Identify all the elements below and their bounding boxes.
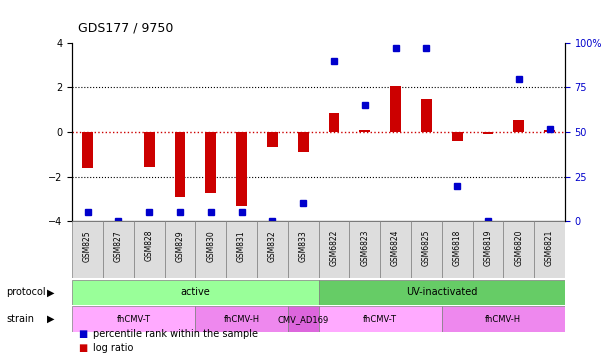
FancyBboxPatch shape	[72, 280, 319, 305]
Text: ▶: ▶	[47, 287, 54, 297]
Bar	[359, 130, 370, 132]
Bar	[267, 132, 278, 147]
Text: GDS177 / 9750: GDS177 / 9750	[78, 21, 174, 34]
FancyBboxPatch shape	[165, 221, 195, 278]
FancyBboxPatch shape	[226, 221, 257, 278]
Text: GSM6821: GSM6821	[545, 230, 554, 266]
Text: GSM6818: GSM6818	[453, 230, 462, 266]
FancyBboxPatch shape	[195, 306, 288, 332]
Text: UV-inactivated: UV-inactivated	[406, 287, 477, 297]
Text: fhCMV-H: fhCMV-H	[224, 315, 260, 324]
Text: strain: strain	[6, 314, 34, 324]
Bar	[513, 120, 524, 132]
Text: GSM827: GSM827	[114, 230, 123, 262]
Text: ■: ■	[78, 329, 87, 339]
Text: GSM6819: GSM6819	[483, 230, 492, 266]
Text: percentile rank within the sample: percentile rank within the sample	[93, 329, 258, 339]
Text: log ratio: log ratio	[93, 343, 133, 353]
Bar	[236, 132, 247, 206]
Bar	[174, 132, 185, 197]
Text: GSM832: GSM832	[268, 230, 277, 262]
Text: active: active	[180, 287, 210, 297]
Text: GSM831: GSM831	[237, 230, 246, 262]
Text: GSM6820: GSM6820	[514, 230, 523, 266]
Text: CMV_AD169: CMV_AD169	[278, 315, 329, 324]
Bar	[329, 113, 340, 132]
FancyBboxPatch shape	[72, 306, 195, 332]
Text: fhCMV-T: fhCMV-T	[363, 315, 397, 324]
FancyBboxPatch shape	[472, 221, 503, 278]
Text: GSM833: GSM833	[299, 230, 308, 262]
FancyBboxPatch shape	[503, 221, 534, 278]
Bar	[82, 132, 93, 168]
Text: fhCMV-T: fhCMV-T	[117, 315, 151, 324]
Bar	[390, 86, 401, 132]
FancyBboxPatch shape	[319, 306, 442, 332]
Bar	[206, 132, 216, 193]
Text: GSM6824: GSM6824	[391, 230, 400, 266]
Text: GSM825: GSM825	[83, 230, 92, 262]
Text: ▶: ▶	[47, 314, 54, 324]
FancyBboxPatch shape	[288, 306, 319, 332]
FancyBboxPatch shape	[133, 221, 165, 278]
Bar	[421, 99, 432, 132]
FancyBboxPatch shape	[288, 221, 319, 278]
FancyBboxPatch shape	[534, 221, 565, 278]
Text: GSM6822: GSM6822	[329, 230, 338, 266]
Text: GSM829: GSM829	[175, 230, 185, 262]
Bar	[297, 132, 308, 152]
Text: protocol: protocol	[6, 287, 46, 297]
FancyBboxPatch shape	[442, 306, 565, 332]
Text: GSM830: GSM830	[206, 230, 215, 262]
Text: fhCMV-H: fhCMV-H	[485, 315, 522, 324]
Text: ■: ■	[78, 343, 87, 353]
FancyBboxPatch shape	[103, 221, 133, 278]
FancyBboxPatch shape	[442, 221, 472, 278]
Bar	[544, 130, 555, 132]
Bar	[144, 132, 154, 167]
Text: GSM6825: GSM6825	[422, 230, 431, 266]
Text: GSM6823: GSM6823	[360, 230, 369, 266]
FancyBboxPatch shape	[257, 221, 288, 278]
Bar	[483, 132, 493, 134]
FancyBboxPatch shape	[195, 221, 226, 278]
FancyBboxPatch shape	[349, 221, 380, 278]
FancyBboxPatch shape	[319, 221, 349, 278]
FancyBboxPatch shape	[319, 280, 565, 305]
FancyBboxPatch shape	[411, 221, 442, 278]
FancyBboxPatch shape	[72, 221, 103, 278]
Bar	[452, 132, 463, 141]
Text: GSM828: GSM828	[145, 230, 154, 261]
FancyBboxPatch shape	[380, 221, 411, 278]
